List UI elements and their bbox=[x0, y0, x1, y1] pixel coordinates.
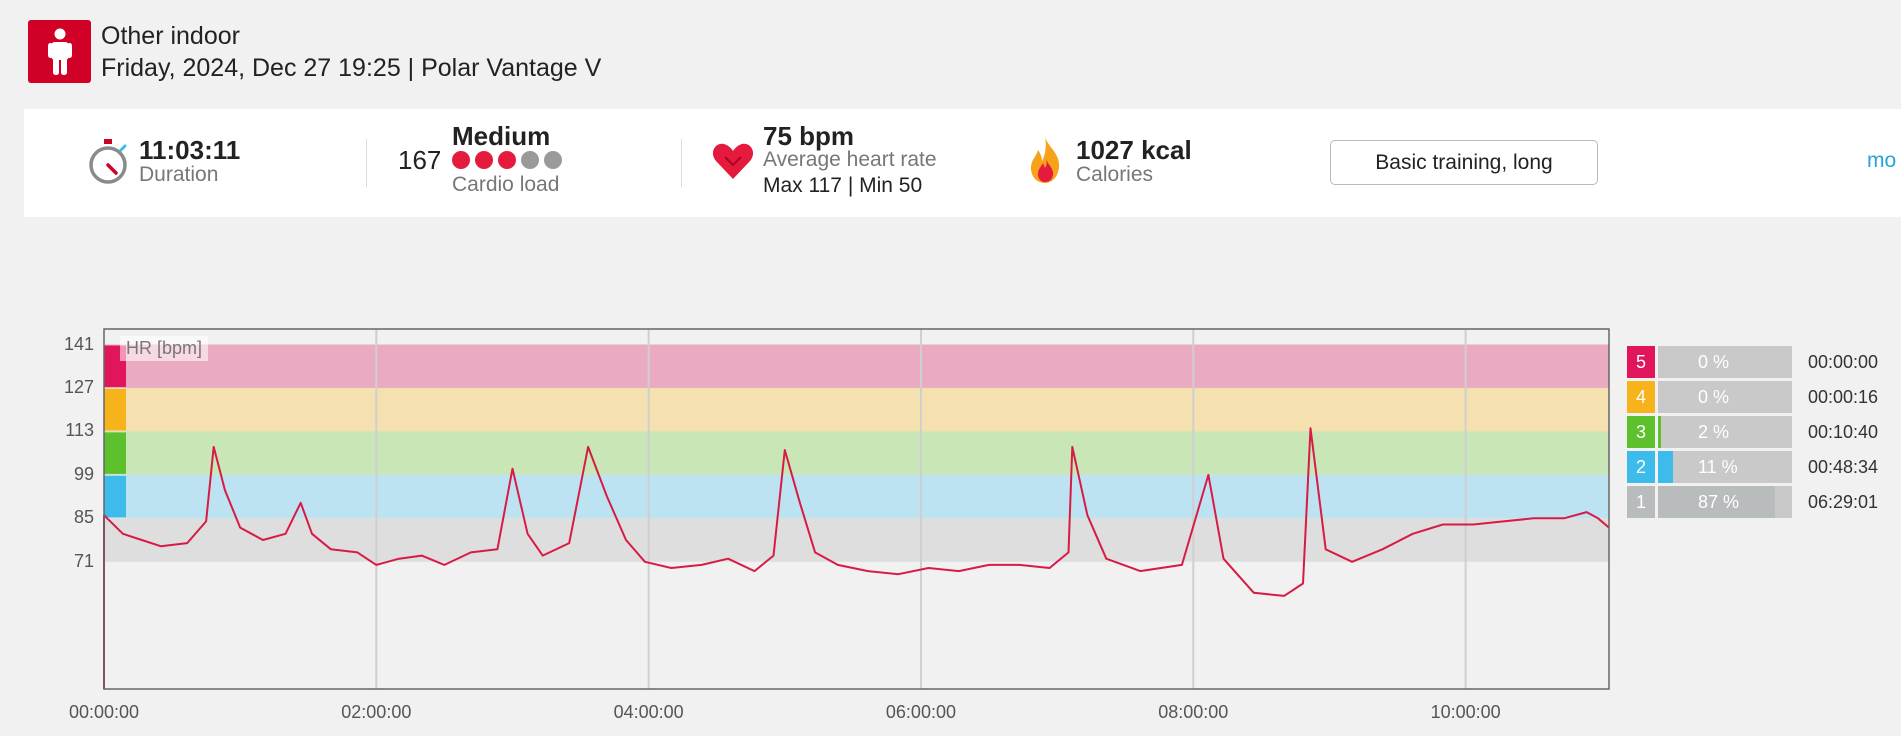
x-tick-label: 00:00:00 bbox=[68, 702, 140, 722]
summary-bar: 11:03:11 Duration 167 Medium Cardio load… bbox=[24, 109, 1901, 217]
zone-bar: 11 % bbox=[1658, 451, 1792, 483]
cardio-dot-filled bbox=[475, 151, 493, 169]
calories-value: 1027 kcal bbox=[1076, 135, 1192, 165]
hr-max-min: Max 117 | Min 50 bbox=[763, 174, 923, 197]
cardio-load-value: 167 bbox=[398, 145, 442, 175]
zone-bar: 2 % bbox=[1658, 416, 1792, 448]
zone-bar: 87 % bbox=[1658, 486, 1792, 518]
zone-marker-4 bbox=[104, 388, 126, 431]
zone-time: 06:29:01 bbox=[1808, 492, 1879, 512]
zone-time: 00:00:16 bbox=[1808, 387, 1879, 407]
zone-bar-fill bbox=[1658, 486, 1775, 518]
zone-time: 00:10:40 bbox=[1808, 422, 1879, 442]
zone-number: 3 bbox=[1627, 416, 1655, 448]
zone-marker-2 bbox=[104, 475, 126, 518]
calories-label: Calories bbox=[1076, 163, 1154, 186]
y-tick-label: 127 bbox=[63, 376, 94, 397]
zone-time: 00:48:34 bbox=[1808, 457, 1879, 477]
hr-chart: 141 127 113 99 85 71 HR [bpm] 00:00:00 02:00:0… bbox=[0, 320, 1901, 736]
zone-time: 00:00:00 bbox=[1808, 352, 1879, 372]
avg-hr-label: Average heart rate bbox=[763, 148, 937, 171]
zone-percent: 0 % bbox=[1698, 387, 1730, 407]
duration-value: 11:03:11 bbox=[139, 135, 241, 165]
zone-number: 1 bbox=[1627, 486, 1655, 518]
y-tick-label: 113 bbox=[65, 420, 94, 441]
zone-bar-fill bbox=[1658, 451, 1673, 483]
zone-number: 2 bbox=[1627, 451, 1655, 483]
hr-series-line bbox=[103, 427, 1610, 597]
zone-number: 4 bbox=[1627, 381, 1655, 413]
stopwatch-icon bbox=[86, 138, 130, 191]
zone-band-2 bbox=[104, 474, 1609, 519]
zone-bar: 0 % bbox=[1658, 346, 1792, 378]
zone-band-5 bbox=[104, 344, 1609, 388]
cardio-dot-empty bbox=[521, 151, 539, 169]
zone-bar: 0 % bbox=[1658, 381, 1792, 413]
y-axis-label: HR [bpm] bbox=[120, 336, 209, 361]
zone-bar-fill bbox=[1658, 416, 1661, 448]
divider bbox=[366, 139, 367, 187]
plot-frame bbox=[103, 328, 1610, 690]
person-standing-icon bbox=[28, 20, 91, 83]
training-benefit-button[interactable]: Basic training, long bbox=[1330, 140, 1598, 185]
zone-percent: 2 % bbox=[1698, 422, 1730, 442]
cardio-load-level: Medium bbox=[452, 121, 551, 151]
avg-hr-value: 75 bpm bbox=[763, 121, 855, 151]
cardio-dot-empty bbox=[544, 151, 562, 169]
duration-label: Duration bbox=[139, 163, 219, 186]
cardio-load-label: Cardio load bbox=[452, 173, 560, 196]
zone-number: 5 bbox=[1627, 346, 1655, 378]
sport-name: Other indoor bbox=[101, 22, 240, 50]
session-subtitle: Friday, 2024, Dec 27 19:25 | Polar Vanta… bbox=[101, 54, 602, 82]
hr-chart-plot[interactable] bbox=[0, 320, 1901, 736]
zone-band-3 bbox=[104, 431, 1609, 475]
y-tick-label: 85 bbox=[73, 507, 94, 528]
zone-marker-3 bbox=[104, 432, 126, 474]
x-tick-label: 02:00:00 bbox=[341, 702, 412, 722]
x-tick-label: 10:00:00 bbox=[1430, 702, 1501, 722]
zone-band-1 bbox=[104, 518, 1609, 562]
heart-icon bbox=[712, 142, 754, 185]
cardio-dot-filled bbox=[452, 151, 470, 169]
zone-band-4 bbox=[104, 387, 1609, 432]
y-tick-label: 71 bbox=[73, 550, 94, 571]
x-tick-label: 04:00:00 bbox=[613, 702, 684, 722]
more-link[interactable]: mo bbox=[1867, 149, 1897, 172]
divider bbox=[681, 139, 682, 187]
x-tick-label: 08:00:00 bbox=[1158, 702, 1229, 722]
zone-percent: 87 % bbox=[1698, 492, 1740, 512]
zone-percent: 0 % bbox=[1698, 352, 1730, 372]
zone-percent: 11 % bbox=[1698, 457, 1738, 477]
flame-icon bbox=[1028, 136, 1062, 189]
cardio-dot-filled bbox=[498, 151, 516, 169]
x-tick-label: 06:00:00 bbox=[885, 702, 956, 722]
y-tick-label: 99 bbox=[73, 463, 94, 484]
y-tick-label: 141 bbox=[63, 333, 94, 354]
